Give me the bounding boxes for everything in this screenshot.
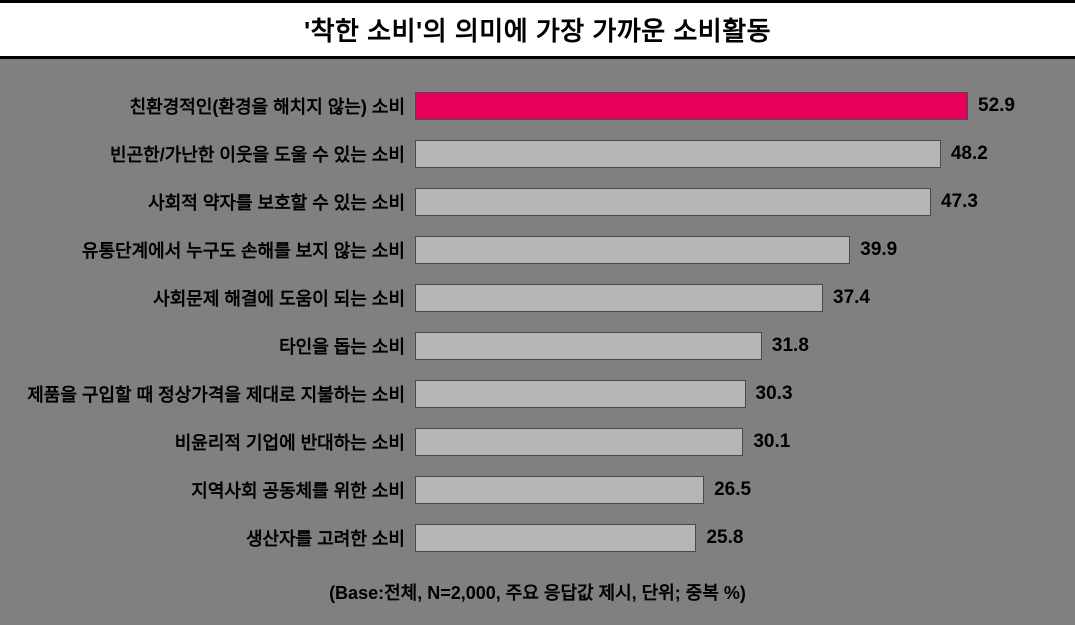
bar: [415, 236, 850, 264]
chart-row: 빈곤한/가난한 이웃을 도울 수 있는 소비 48.2: [20, 137, 1015, 171]
row-label: 유통단계에서 누구도 손해를 보지 않는 소비: [20, 237, 415, 263]
bar: [415, 284, 823, 312]
row-bar-cell: 52.9: [415, 92, 1015, 120]
row-value: 31.8: [772, 335, 809, 357]
row-bar-cell: 47.3: [415, 188, 1015, 216]
row-label: 생산자를 고려한 소비: [20, 525, 415, 551]
chart-title: '착한 소비'의 의미에 가장 가까운 소비활동: [0, 11, 1075, 48]
row-label: 빈곤한/가난한 이웃을 도울 수 있는 소비: [20, 141, 415, 167]
row-value: 26.5: [714, 479, 751, 501]
bar: [415, 332, 762, 360]
chart-row: 사회적 약자를 보호할 수 있는 소비 47.3: [20, 185, 1015, 219]
row-value: 47.3: [941, 191, 978, 213]
bar: [415, 380, 746, 408]
chart-container: '착한 소비'의 의미에 가장 가까운 소비활동 친환경적인(환경을 해치지 않…: [0, 0, 1075, 595]
bar-highlight: [415, 92, 968, 120]
bar: [415, 476, 704, 504]
row-bar-cell: 39.9: [415, 236, 1015, 264]
row-bar-cell: 37.4: [415, 284, 1015, 312]
row-label: 타인을 돕는 소비: [20, 333, 415, 359]
bar: [415, 524, 696, 552]
row-bar-cell: 30.3: [415, 380, 1015, 408]
row-value: 37.4: [833, 287, 870, 309]
chart-row: 친환경적인(환경을 해치지 않는) 소비 52.9: [20, 89, 1015, 123]
chart-row: 유통단계에서 누구도 손해를 보지 않는 소비 39.9: [20, 233, 1015, 267]
row-value: 30.3: [756, 383, 793, 405]
row-label: 사회적 약자를 보호할 수 있는 소비: [20, 189, 415, 215]
row-value: 48.2: [951, 143, 988, 165]
row-bar-cell: 48.2: [415, 140, 1015, 168]
row-value: 25.8: [706, 527, 743, 549]
row-label: 비윤리적 기업에 반대하는 소비: [20, 429, 415, 455]
chart-row: 생산자를 고려한 소비 25.8: [20, 521, 1015, 555]
row-label: 친환경적인(환경을 해치지 않는) 소비: [20, 93, 415, 119]
row-bar-cell: 31.8: [415, 332, 1015, 360]
row-bar-cell: 25.8: [415, 524, 1015, 552]
row-bar-cell: 30.1: [415, 428, 1015, 456]
row-value: 39.9: [860, 239, 897, 261]
bar: [415, 188, 931, 216]
chart-row: 비윤리적 기업에 반대하는 소비 30.1: [20, 425, 1015, 459]
row-label: 사회문제 해결에 도움이 되는 소비: [20, 285, 415, 311]
row-bar-cell: 26.5: [415, 476, 1015, 504]
chart-row: 제품을 구입할 때 정상가격을 제대로 지불하는 소비 30.3: [20, 377, 1015, 411]
chart-footer-note: (Base:전체, N=2,000, 주요 응답값 제시, 단위; 중복 %): [0, 565, 1075, 625]
bar: [415, 140, 941, 168]
row-label: 지역사회 공동체를 위한 소비: [20, 477, 415, 503]
chart-row: 타인을 돕는 소비 31.8: [20, 329, 1015, 363]
bar: [415, 428, 743, 456]
chart-plot-area: 친환경적인(환경을 해치지 않는) 소비 52.9 빈곤한/가난한 이웃을 도울 수…: [0, 59, 1075, 565]
chart-row: 사회문제 해결에 도움이 되는 소비 37.4: [20, 281, 1015, 315]
row-label: 제품을 구입할 때 정상가격을 제대로 지불하는 소비: [20, 381, 415, 407]
row-value: 30.1: [753, 431, 790, 453]
chart-title-bar: '착한 소비'의 의미에 가장 가까운 소비활동: [0, 0, 1075, 59]
row-value: 52.9: [978, 95, 1015, 117]
chart-row: 지역사회 공동체를 위한 소비 26.5: [20, 473, 1015, 507]
